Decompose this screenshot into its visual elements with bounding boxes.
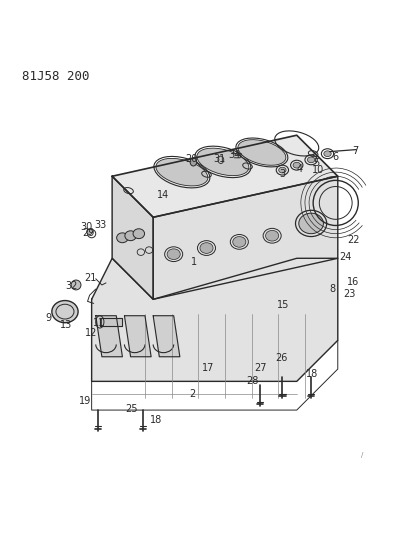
Ellipse shape: [156, 158, 208, 186]
Text: 19: 19: [78, 396, 91, 406]
Text: 24: 24: [339, 253, 351, 262]
Text: 11: 11: [93, 318, 105, 328]
Ellipse shape: [190, 158, 197, 166]
Text: 32: 32: [66, 281, 78, 291]
Text: 14: 14: [157, 190, 169, 200]
Ellipse shape: [167, 249, 180, 260]
Polygon shape: [100, 318, 122, 326]
Text: 10: 10: [312, 165, 325, 175]
Text: 8: 8: [330, 284, 336, 294]
Polygon shape: [153, 316, 180, 357]
Text: 26: 26: [275, 353, 287, 363]
Polygon shape: [112, 135, 338, 217]
Text: 1: 1: [191, 257, 197, 268]
Ellipse shape: [87, 229, 93, 235]
Text: 29: 29: [82, 228, 95, 238]
Text: 16: 16: [347, 277, 359, 287]
Text: 23: 23: [343, 289, 356, 300]
Ellipse shape: [116, 233, 128, 243]
Text: 27: 27: [254, 363, 267, 373]
Ellipse shape: [133, 229, 145, 239]
Text: 28: 28: [246, 376, 259, 385]
Ellipse shape: [71, 280, 81, 290]
Text: 30: 30: [81, 222, 93, 232]
Ellipse shape: [266, 230, 279, 241]
Ellipse shape: [293, 163, 300, 168]
Ellipse shape: [238, 140, 286, 165]
Text: 7: 7: [352, 146, 358, 156]
Text: 34: 34: [228, 150, 240, 160]
Ellipse shape: [299, 213, 323, 233]
Polygon shape: [124, 316, 151, 357]
Text: 4: 4: [297, 164, 303, 174]
Text: /: /: [361, 452, 363, 458]
Ellipse shape: [52, 301, 78, 322]
Polygon shape: [92, 259, 338, 382]
Text: 9: 9: [45, 313, 52, 323]
Text: 15: 15: [278, 301, 290, 310]
Text: 25: 25: [126, 404, 138, 414]
Text: 2: 2: [189, 389, 195, 399]
Polygon shape: [112, 176, 153, 300]
Text: 17: 17: [202, 363, 214, 373]
Text: 81J58 200: 81J58 200: [22, 70, 89, 83]
Polygon shape: [96, 316, 122, 357]
Text: 21: 21: [85, 273, 97, 283]
Text: 3: 3: [279, 169, 285, 179]
Ellipse shape: [200, 243, 213, 253]
Text: 6: 6: [332, 151, 339, 161]
Ellipse shape: [233, 237, 246, 247]
Text: 12: 12: [85, 328, 97, 338]
Polygon shape: [153, 176, 338, 300]
Text: 22: 22: [347, 235, 360, 245]
Text: 18: 18: [150, 415, 163, 424]
Text: 18: 18: [306, 369, 318, 379]
Text: 5: 5: [313, 158, 320, 168]
Ellipse shape: [279, 167, 286, 173]
Text: 33: 33: [95, 220, 107, 230]
Ellipse shape: [324, 151, 331, 157]
Ellipse shape: [197, 148, 249, 176]
Ellipse shape: [125, 231, 136, 241]
Text: 20: 20: [185, 154, 197, 164]
Text: 13: 13: [60, 320, 72, 330]
Ellipse shape: [307, 157, 315, 163]
Text: 31: 31: [214, 154, 226, 164]
